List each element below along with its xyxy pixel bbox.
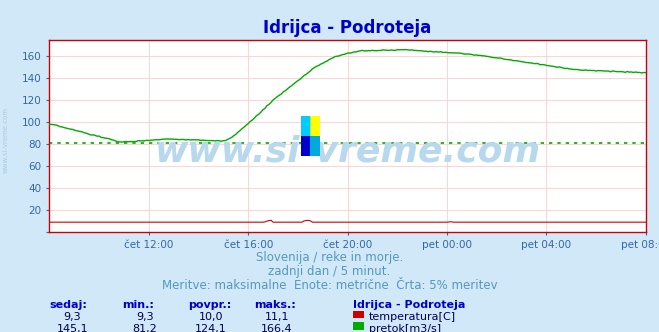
Text: zadnji dan / 5 minut.: zadnji dan / 5 minut.	[268, 265, 391, 278]
Polygon shape	[301, 116, 310, 136]
Bar	[310, 136, 320, 156]
Bar	[301, 136, 310, 156]
Text: 9,3: 9,3	[136, 312, 154, 322]
Text: www.si-vreme.com: www.si-vreme.com	[155, 134, 540, 169]
Text: maks.:: maks.:	[254, 300, 295, 310]
Text: 166,4: 166,4	[261, 324, 293, 332]
Bar	[301, 116, 310, 136]
Text: www.si-vreme.com: www.si-vreme.com	[2, 106, 9, 173]
Text: 81,2: 81,2	[132, 324, 158, 332]
Text: 9,3: 9,3	[64, 312, 81, 322]
Text: Idrijca - Podroteja: Idrijca - Podroteja	[353, 300, 465, 310]
Text: pretok[m3/s]: pretok[m3/s]	[369, 324, 441, 332]
Text: 124,1: 124,1	[195, 324, 227, 332]
Text: Meritve: maksimalne  Enote: metrične  Črta: 5% meritev: Meritve: maksimalne Enote: metrične Črta…	[161, 279, 498, 291]
Text: temperatura[C]: temperatura[C]	[369, 312, 456, 322]
Text: 10,0: 10,0	[198, 312, 223, 322]
Bar	[310, 116, 320, 136]
Text: povpr.:: povpr.:	[188, 300, 231, 310]
Title: Idrijca - Podroteja: Idrijca - Podroteja	[264, 19, 432, 37]
Text: 11,1: 11,1	[264, 312, 289, 322]
Text: 145,1: 145,1	[57, 324, 88, 332]
Text: min.:: min.:	[122, 300, 154, 310]
Polygon shape	[301, 136, 310, 156]
Text: sedaj:: sedaj:	[49, 300, 87, 310]
Text: Slovenija / reke in morje.: Slovenija / reke in morje.	[256, 251, 403, 264]
